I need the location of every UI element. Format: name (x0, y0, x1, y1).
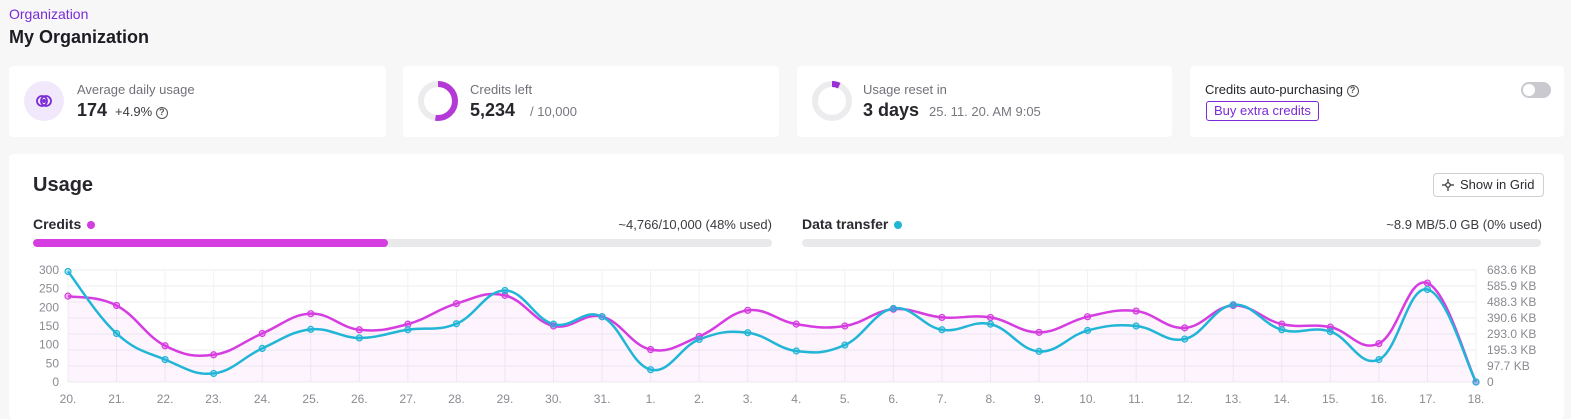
avg-daily-usage-card: Average daily usage 174 +4.9% ? (9, 66, 386, 137)
credits-dot (87, 221, 96, 230)
auto-purchase-toggle[interactable] (1521, 82, 1551, 98)
buy-extra-credits-button[interactable]: Buy extra credits (1206, 101, 1319, 121)
change-value: +4.9% (115, 104, 153, 119)
auto-purchase-text: Credits auto-purchasing (1205, 82, 1344, 97)
page-title: My Organization (9, 27, 150, 47)
help-icon[interactable]: ? (155, 106, 168, 119)
credits-usage-value: ~4,766/10,000 (48% used) (618, 217, 772, 232)
avg-daily-usage-label: Average daily usage (77, 82, 195, 97)
credits-progress-bar (33, 239, 772, 247)
usage-reset-label: Usage reset in (863, 82, 947, 97)
credits-progress-fill (33, 239, 388, 247)
credits-legend: Credits (33, 216, 96, 232)
usage-reset-card: Usage reset in 3 days 25. 11. 20. AM 9:0… (797, 66, 1172, 137)
credits-ring-icon (418, 81, 458, 121)
credits-legend-label: Credits (33, 216, 82, 232)
usage-panel: Usage Show in Grid Credits ~4,766/10,000… (9, 154, 1564, 419)
avg-daily-usage-change: +4.9% ? (115, 104, 168, 119)
transfer-progress-bar (802, 239, 1541, 247)
show-in-grid-label: Show in Grid (1460, 177, 1535, 192)
usage-reset-value: 3 days (863, 100, 920, 120)
usage-title: Usage (33, 174, 94, 196)
grid-icon (1442, 179, 1454, 191)
breadcrumb[interactable]: Organization (9, 6, 89, 22)
transfer-dot (894, 221, 903, 230)
reset-ring-icon (812, 81, 852, 121)
transfer-legend-label: Data transfer (802, 216, 889, 232)
help-icon[interactable]: ? (1346, 84, 1359, 97)
transfer-usage-value: ~8.9 MB/5.0 GB (0% used) (1386, 217, 1542, 232)
eye-icon (24, 81, 64, 121)
credits-left-card: Credits left 5,234 / 10,000 (403, 66, 779, 137)
credits-left-value: 5,234 (470, 100, 516, 120)
credits-total: / 10,000 (530, 104, 577, 119)
toggle-knob (1523, 84, 1535, 96)
auto-purchase-card: Credits auto-purchasing ? Buy extra cred… (1190, 66, 1564, 137)
auto-purchase-label: Credits auto-purchasing ? (1205, 82, 1359, 97)
show-in-grid-button[interactable]: Show in Grid (1433, 173, 1545, 197)
usage-reset-date: 25. 11. 20. AM 9:05 (929, 104, 1041, 119)
credits-left-label: Credits left (470, 82, 533, 97)
transfer-legend: Data transfer (802, 216, 903, 232)
avg-daily-usage-value: 174 (77, 100, 108, 120)
